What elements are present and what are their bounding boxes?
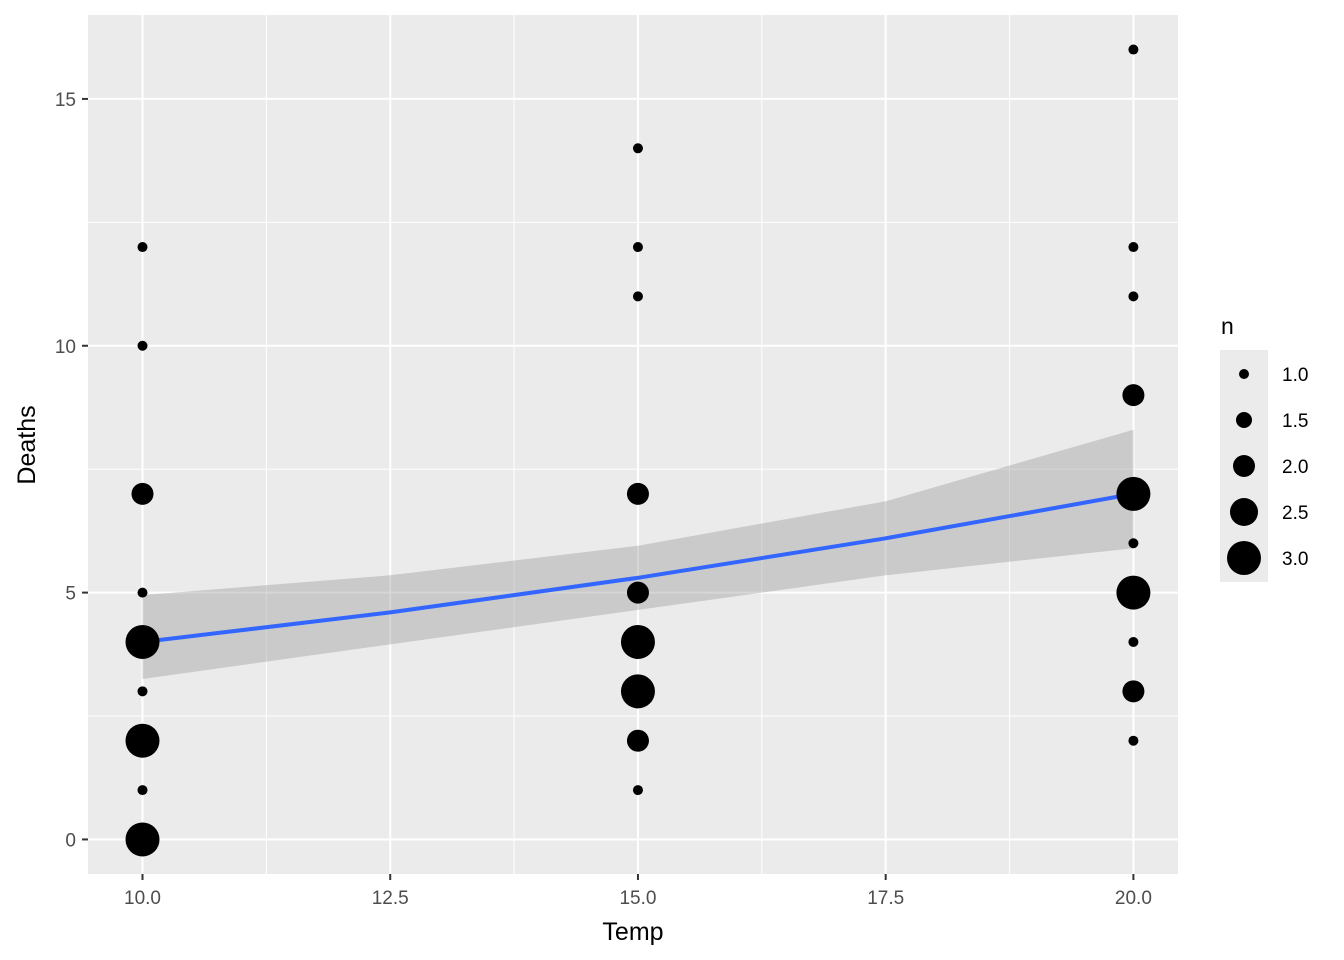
data-point — [1122, 384, 1145, 407]
data-point — [1122, 680, 1145, 703]
data-point — [620, 674, 655, 709]
data-point — [131, 482, 154, 505]
data-point — [1128, 291, 1139, 302]
data-point — [626, 581, 649, 604]
data-point — [1128, 538, 1139, 549]
x-tick-label: 15.0 — [619, 888, 656, 909]
data-point — [137, 686, 148, 697]
legend-title: n — [1221, 313, 1234, 339]
legend-key-point — [1230, 498, 1258, 526]
y-axis-title: Deaths — [13, 405, 41, 484]
legend-label: 2.5 — [1282, 503, 1308, 524]
axes: 10.0 12.5 15.0 17.5 20.0 0 5 10 15 — [55, 90, 1152, 909]
y-tick-label: 10 — [55, 337, 76, 358]
data-point — [632, 143, 643, 154]
data-point — [1128, 44, 1139, 55]
data-point — [137, 587, 148, 598]
x-tick-label: 20.0 — [1115, 888, 1152, 909]
x-tick-label: 17.5 — [867, 888, 904, 909]
plot-panel — [88, 15, 1178, 874]
data-point — [632, 291, 643, 302]
data-point — [125, 624, 160, 659]
x-tick-label: 12.5 — [372, 888, 409, 909]
data-point — [626, 729, 649, 752]
x-axis-title: Temp — [602, 918, 663, 946]
data-point — [137, 242, 148, 253]
size-legend: n 1.0 1.5 2.0 2.5 3.0 — [1220, 313, 1308, 582]
y-tick-label: 5 — [65, 584, 76, 605]
y-tick-label: 15 — [55, 90, 76, 111]
legend-label: 2.0 — [1282, 457, 1308, 478]
data-point — [125, 723, 160, 758]
data-point — [632, 785, 643, 796]
y-tick-label: 0 — [65, 830, 76, 851]
legend-key-point — [1236, 412, 1252, 428]
fit-line-layer — [142, 491, 1134, 644]
data-point — [626, 482, 649, 505]
x-tick-label: 10.0 — [124, 888, 161, 909]
data-points — [125, 44, 1151, 857]
legend-label: 3.0 — [1282, 549, 1308, 570]
legend-key-point — [1239, 369, 1249, 379]
data-point — [1128, 735, 1139, 746]
data-point — [137, 785, 148, 796]
fit-line — [142, 491, 1134, 644]
panel-background — [88, 15, 1178, 874]
data-point — [1128, 242, 1139, 253]
legend-key-point — [1233, 455, 1255, 477]
legend-label: 1.0 — [1282, 365, 1308, 386]
data-point — [632, 242, 643, 253]
data-point — [1116, 575, 1151, 610]
data-point — [620, 624, 655, 659]
data-point — [1128, 636, 1139, 647]
confidence-band — [142, 429, 1134, 679]
data-point — [1116, 476, 1151, 511]
data-point — [125, 822, 160, 857]
legend-key-point — [1227, 541, 1261, 575]
data-point — [137, 340, 148, 351]
confidence-band-layer — [142, 429, 1134, 679]
legend-label: 1.5 — [1282, 411, 1308, 432]
